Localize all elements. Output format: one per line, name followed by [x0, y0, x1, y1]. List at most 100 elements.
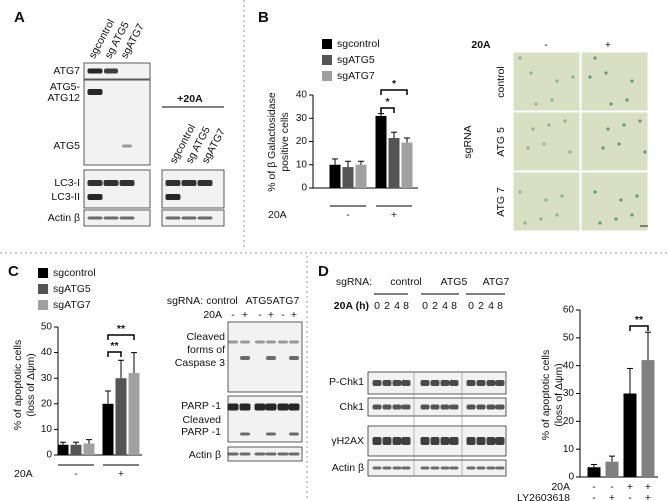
x-axis-label: 20A [14, 468, 33, 480]
blot-band [440, 404, 450, 410]
blot-band [87, 89, 103, 95]
time-label: 20A (h) [334, 300, 369, 312]
blot-band [401, 380, 411, 386]
cell-dot [625, 98, 629, 102]
cell-dot [617, 142, 621, 146]
treatment-label: 20A [471, 39, 491, 51]
band-label: LC3-I [54, 177, 80, 189]
legend-swatch [38, 284, 48, 294]
treatment-label: 20A [203, 309, 222, 321]
cell-dot [630, 79, 634, 83]
condition-value: - [592, 481, 596, 493]
lane-label: - [231, 309, 235, 321]
y-tick-label: 50 [563, 332, 575, 343]
blot-band [440, 466, 450, 470]
blot-band [382, 404, 392, 410]
legend-label: sgATG5 [337, 54, 375, 66]
cell-dot [643, 150, 647, 154]
cell-dot [635, 194, 639, 198]
cell-dot [593, 190, 597, 194]
blot-band [87, 180, 103, 186]
blot-band [239, 452, 251, 456]
blot-band [197, 216, 213, 220]
blot-band [440, 380, 450, 386]
y-tick-label: 20 [41, 398, 53, 409]
blot-band [254, 403, 266, 411]
blot-band [372, 437, 382, 445]
band-label: γH2AX [331, 435, 364, 447]
blot-band [495, 466, 505, 470]
blot-band [372, 380, 382, 386]
cell-dot [555, 213, 559, 217]
micrograph [580, 51, 649, 112]
blot-band [103, 216, 119, 220]
row-label: ATG 5 [495, 127, 507, 157]
bar [102, 403, 114, 455]
blot-band [227, 403, 239, 411]
band-label: ATG7 [53, 65, 80, 77]
y-tick-label: 20 [296, 136, 308, 147]
sig-bracket [629, 325, 649, 331]
blot-band [430, 404, 440, 410]
band-label: Chk1 [339, 401, 364, 413]
blot-band [430, 380, 440, 386]
condition-value: + [627, 481, 633, 493]
y-tick-label: 40 [296, 90, 308, 101]
cell-dot [630, 213, 634, 217]
lane-label: - [281, 309, 285, 321]
column-label: - [544, 39, 548, 51]
condition-value: + [645, 492, 651, 501]
blot-band [289, 340, 299, 344]
time-label: 0 [422, 300, 428, 312]
sgrna-label: sgRNA: [336, 276, 372, 288]
band-label: forms of [187, 344, 225, 356]
cell-dot [604, 71, 608, 75]
condition-value: - [592, 492, 596, 501]
band-label: Caspase 3 [175, 357, 225, 369]
blot-band [119, 180, 135, 186]
blot-band [466, 437, 476, 445]
blot-band [420, 380, 430, 386]
bar [128, 373, 140, 455]
blot-band [466, 380, 476, 386]
group-label: ATG5 [246, 295, 273, 307]
blot-band [372, 404, 382, 410]
panel-label: A [14, 9, 25, 26]
y-tick-label: 60 [563, 305, 575, 316]
time-label: 2 [432, 300, 438, 312]
blot-band [265, 403, 277, 411]
blot-band [240, 432, 250, 436]
time-label: 0 [374, 300, 380, 312]
legend-swatch [322, 39, 332, 49]
blot-band [181, 216, 197, 220]
band-label: Cleaved [186, 331, 225, 343]
bar [401, 142, 413, 188]
bar [623, 393, 637, 477]
y-tick-label: 20 [563, 416, 575, 427]
band-label: PARP -1 [181, 400, 221, 412]
band-label: P-Chk1 [329, 376, 364, 388]
blot-band [430, 466, 440, 470]
bar [605, 461, 619, 477]
legend-label: sgcontrol [337, 38, 380, 50]
band-label: ATG12 [48, 92, 81, 104]
blot-band [266, 356, 276, 360]
condition-value: + [645, 481, 651, 493]
group-label: ATG7 [273, 295, 300, 307]
cell-dot [598, 221, 602, 225]
bar [70, 444, 82, 455]
x-tick-label: - [74, 468, 78, 480]
blot-band [240, 356, 250, 360]
time-label: 4 [394, 300, 400, 312]
y-tick-label: 10 [296, 159, 308, 170]
blot-band [420, 437, 430, 445]
legend-swatch [38, 268, 48, 278]
blot-band [288, 403, 300, 411]
cell-dot [539, 217, 543, 221]
blot-band [382, 380, 392, 386]
micrograph [580, 111, 649, 172]
blot-band [466, 404, 476, 410]
blot-band [476, 437, 486, 445]
band-label: LC3-II [51, 191, 80, 203]
